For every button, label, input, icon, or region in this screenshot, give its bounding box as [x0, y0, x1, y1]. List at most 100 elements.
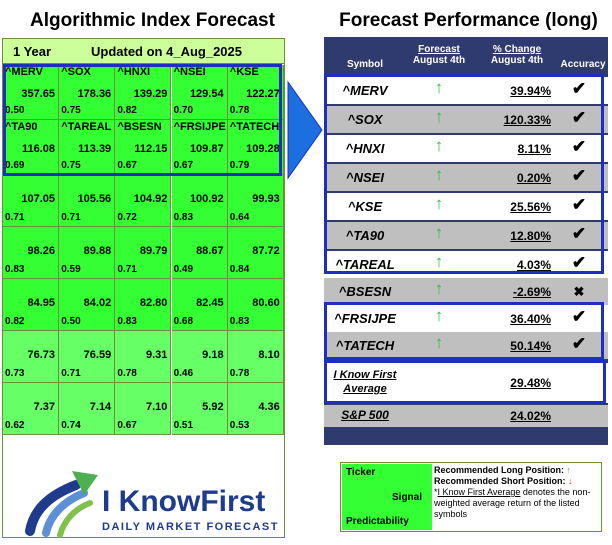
grid-cell: ^BSESN 112.15 0.67 [115, 120, 172, 175]
cross-icon: ✖ [573, 284, 585, 299]
forecast-grid: 1 Year Updated on 4_Aug_2025 ^MERV 357.65… [2, 38, 285, 538]
period-label: 1 Year [13, 44, 52, 59]
grid-cell-predictability: 0.49 [173, 264, 194, 275]
arrow-right-icon [287, 80, 323, 180]
grid-cell-predictability: 0.46 [173, 368, 194, 379]
grid-cell-predictability: 0.71 [5, 212, 25, 223]
logo: I KnowFirst DAILY MARKET FORECAST [14, 455, 304, 545]
row-change: 4.03% [516, 258, 551, 272]
grid-cell-predictability: 0.79 [229, 160, 250, 171]
performance-row: ^BSESN ↑ -2.69% ✖ [324, 278, 608, 305]
grid-cell: 76.59 0.71 [59, 331, 116, 383]
grid-cell-predictability: 0.50 [5, 105, 25, 116]
legend-short-arrow-icon: ↓ [568, 476, 573, 486]
grid-cell-symbol: ^TATECH [229, 121, 280, 133]
row-change: 120.33% [503, 113, 551, 127]
grid-cell-symbol: ^BSESN [117, 121, 162, 133]
row-symbol: ^TAREAL [335, 257, 395, 272]
row-change: 12.80% [510, 229, 551, 243]
grid-cell-value: 7.10 [145, 401, 168, 413]
row-symbol: ^HNXI [345, 141, 385, 156]
grid-cell: 8.10 0.78 [227, 331, 284, 383]
row-symbol: ^FRSIJPE [334, 311, 396, 326]
performance-row: ^TAREAL ↑ 4.03% ✔ [324, 251, 608, 278]
average-value: 29.48% [510, 376, 551, 390]
row-symbol: ^BSESN [338, 284, 392, 299]
performance-table: Symbol Forecast August 4th % Change Augu… [324, 37, 608, 445]
up-arrow-icon: ↑ [434, 194, 444, 213]
grid-cell: 84.02 0.50 [59, 279, 116, 331]
grid-cell-predictability: 0.67 [117, 160, 137, 171]
row-symbol: ^SOX [347, 112, 383, 127]
legend-note-link: I Know First Average [437, 487, 521, 497]
grid-cell-value: 99.93 [252, 193, 280, 205]
grid-cell-predictability: 0.71 [61, 212, 81, 223]
grid-cell-predictability: 0.59 [61, 264, 81, 275]
up-arrow-icon: ↑ [434, 223, 444, 242]
grid-cell-predictability: 0.68 [173, 316, 194, 327]
grid-cell: 9.31 0.78 [115, 331, 172, 383]
header-change-top: % Change [492, 44, 542, 55]
grid-cell: ^TATECH 109.28 0.79 [227, 120, 284, 175]
grid-cell: 100.92 0.83 [171, 175, 228, 227]
up-arrow-icon: ↑ [434, 279, 444, 298]
grid-cell-predictability: 0.78 [117, 368, 137, 379]
grid-cell-predictability: 0.78 [229, 105, 250, 116]
grid-cell-predictability: 0.83 [5, 264, 25, 275]
average-row: I Know First Average 29.48% [324, 363, 608, 403]
sp500-row: S&P 500 24.02% [324, 405, 608, 427]
sp500-label: S&P 500 [341, 408, 389, 422]
check-icon: ✔ [571, 195, 587, 214]
logo-mark-icon [25, 471, 98, 538]
performance-row: ^SOX ↑ 120.33% ✔ [324, 106, 608, 133]
row-change: 39.94% [510, 84, 551, 98]
grid-cell-predictability: 0.82 [5, 316, 25, 327]
legend-predictability: Predictability [346, 516, 409, 527]
legend-ticker: Ticker [346, 467, 376, 478]
grid-cell-predictability: 0.73 [5, 368, 25, 379]
left-title: Algorithmic Index Forecast [30, 10, 275, 31]
legend-long-label: Recommended Long Position: [434, 465, 565, 475]
grid-cell: 82.80 0.83 [115, 279, 172, 331]
grid-cell: 7.14 0.74 [59, 383, 116, 435]
grid-cell-predictability: 0.51 [173, 420, 194, 431]
performance-row: ^HNXI ↑ 8.11% ✔ [324, 135, 608, 162]
grid-cell-value: 357.65 [21, 88, 55, 100]
grid-cell-predictability: 0.75 [61, 160, 81, 171]
legend-signal: Signal [392, 492, 423, 503]
average-label: I Know First Average [324, 368, 406, 396]
performance-row: ^TATECH ↑ 50.14% ✔ [324, 332, 608, 359]
grid-cell-value: 88.67 [196, 245, 224, 257]
performance-row: ^FRSIJPE ↑ 36.40% ✔ [324, 305, 608, 332]
grid-cell: 4.36 0.53 [227, 383, 284, 435]
grid-cell: ^TAREAL 113.39 0.75 [59, 120, 116, 175]
check-icon: ✔ [571, 108, 587, 127]
grid-cell-predictability: 0.64 [229, 212, 250, 223]
grid-cell-value: 109.28 [246, 143, 280, 155]
header-symbol: Symbol [346, 59, 384, 70]
performance-row: ^NSEI ↑ 0.20% ✔ [324, 164, 608, 191]
grid-cell-value: 9.18 [202, 349, 224, 361]
right-title: Forecast Performance (long) [339, 10, 598, 31]
grid-cell-predictability: 0.71 [61, 368, 81, 379]
up-arrow-icon: ↑ [434, 252, 444, 271]
grid-cell-value: 9.31 [145, 349, 168, 361]
grid-cell: 105.56 0.71 [59, 175, 116, 227]
grid-cell-value: 116.08 [21, 143, 55, 155]
grid-cell-symbol: ^MERV [5, 66, 44, 78]
row-symbol: ^MERV [342, 83, 388, 98]
grid-cell-value: 82.45 [196, 297, 224, 309]
grid-cell-value: 7.37 [33, 401, 55, 413]
header-forecast: Forecast August 4th [406, 44, 472, 66]
grid-cell-symbol: ^KSE [229, 66, 259, 78]
legend-long: Recommended Long Position: ↑ [434, 465, 600, 476]
legend: Ticker Signal Predictability Recommended… [340, 462, 602, 532]
up-arrow-icon: ↑ [434, 78, 444, 97]
grid-cell-value: 4.36 [258, 401, 280, 413]
grid-cell-predictability: 0.70 [173, 105, 194, 116]
legend-short: Recommended Short Position: ↓ [434, 476, 600, 487]
grid-cell: ^HNXI 139.29 0.82 [115, 65, 172, 120]
performance-row: ^TA90 ↑ 12.80% ✔ [324, 222, 608, 249]
grid-cell-value: 84.02 [83, 297, 112, 309]
row-change: 8.11% [517, 142, 551, 156]
